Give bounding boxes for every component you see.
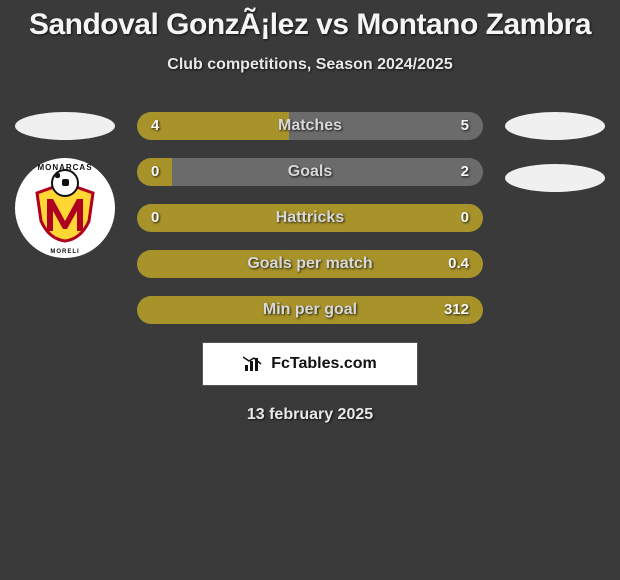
bar-label: Hattricks: [137, 204, 483, 232]
bar-value-right: 0: [461, 204, 469, 232]
brand-box[interactable]: FcTables.com: [202, 342, 418, 386]
bar-label: Goals: [137, 158, 483, 186]
stat-row: Goals per match0.4: [137, 250, 483, 278]
soccer-ball-icon: [51, 169, 79, 197]
club-badge-left: MONARCAS MORELI: [15, 158, 115, 258]
bar-value-right: 312: [444, 296, 469, 324]
player-oval-right-2: [505, 164, 605, 192]
main-area: MONARCAS MORELI Matches45Goals02Hattrick…: [0, 112, 620, 424]
stat-row: Min per goal312: [137, 296, 483, 324]
badge-text-bottom: MORELI: [25, 249, 105, 255]
stat-row: Hattricks0 0: [137, 204, 483, 232]
comparison-card: Sandoval GonzÃ¡lez vs Montano Zambra Clu…: [0, 0, 620, 424]
brand-text: FcTables.com: [271, 355, 377, 373]
subtitle: Club competitions, Season 2024/2025: [0, 56, 620, 74]
bar-value-left: 0: [151, 204, 159, 232]
stat-row: Goals0 2: [137, 158, 483, 186]
badge-graphic: MONARCAS MORELI: [25, 163, 105, 253]
bar-value-right: 5: [461, 112, 469, 140]
bar-chart-icon: [243, 355, 265, 373]
bar-label: Matches: [137, 112, 483, 140]
bar-value-left: 4: [151, 112, 159, 140]
bar-value-left: 0: [151, 158, 159, 186]
stat-row: Matches4 5: [137, 112, 483, 140]
left-player-column: MONARCAS MORELI: [10, 112, 120, 258]
player-oval-right-1: [505, 112, 605, 140]
bar-value-right: 0.4: [448, 250, 469, 278]
bar-value-right: 2: [461, 158, 469, 186]
stat-bars: Matches45Goals02Hattricks00Goals per mat…: [137, 112, 483, 324]
player-oval-left: [15, 112, 115, 140]
page-title: Sandoval GonzÃ¡lez vs Montano Zambra: [0, 8, 620, 42]
date-label: 13 february 2025: [0, 406, 620, 424]
right-player-column: [500, 112, 610, 192]
bar-label: Goals per match: [137, 250, 483, 278]
bar-label: Min per goal: [137, 296, 483, 324]
